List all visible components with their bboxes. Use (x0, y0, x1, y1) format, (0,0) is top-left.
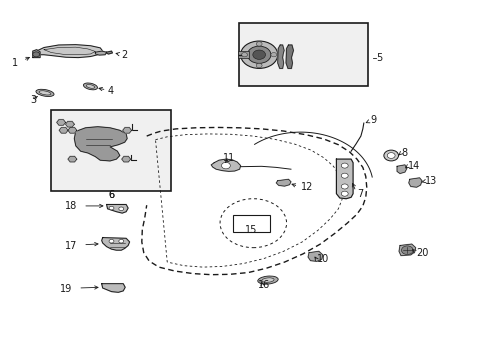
Ellipse shape (257, 276, 278, 284)
Polygon shape (122, 127, 131, 133)
Ellipse shape (39, 91, 51, 95)
Text: 18: 18 (65, 201, 77, 211)
Polygon shape (211, 159, 240, 171)
Polygon shape (59, 127, 68, 133)
FancyBboxPatch shape (238, 51, 248, 58)
Circle shape (252, 50, 265, 59)
Text: 12: 12 (300, 182, 312, 192)
Circle shape (341, 173, 347, 178)
Text: 11: 11 (222, 153, 234, 163)
Text: 2: 2 (121, 50, 127, 60)
Text: 17: 17 (65, 240, 77, 251)
Polygon shape (285, 45, 293, 68)
Polygon shape (122, 156, 130, 162)
Circle shape (247, 46, 270, 63)
Polygon shape (74, 127, 127, 161)
FancyBboxPatch shape (232, 215, 269, 232)
Text: 8: 8 (400, 148, 407, 158)
Ellipse shape (86, 85, 95, 88)
Text: 20: 20 (416, 248, 428, 258)
Circle shape (119, 207, 123, 211)
Circle shape (341, 191, 347, 196)
Polygon shape (106, 51, 112, 54)
Polygon shape (276, 179, 290, 186)
Polygon shape (106, 204, 128, 213)
Circle shape (119, 239, 123, 243)
Text: 1: 1 (12, 58, 18, 68)
Polygon shape (277, 45, 284, 68)
Circle shape (401, 246, 412, 255)
Polygon shape (307, 251, 322, 261)
Polygon shape (33, 50, 40, 58)
FancyBboxPatch shape (238, 23, 367, 86)
Text: 4: 4 (107, 86, 114, 96)
Polygon shape (398, 244, 415, 256)
Text: 9: 9 (370, 114, 376, 125)
Polygon shape (68, 127, 77, 133)
Polygon shape (57, 120, 65, 125)
Circle shape (109, 239, 114, 243)
Polygon shape (102, 238, 129, 250)
Circle shape (386, 153, 394, 158)
Polygon shape (336, 159, 352, 199)
Circle shape (383, 150, 398, 161)
Circle shape (241, 53, 247, 57)
Text: 5: 5 (376, 53, 382, 63)
Text: 10: 10 (316, 254, 328, 264)
Polygon shape (95, 51, 106, 55)
Polygon shape (396, 165, 406, 174)
Circle shape (221, 162, 230, 169)
Polygon shape (68, 156, 77, 162)
Text: 3: 3 (30, 95, 36, 105)
Circle shape (270, 53, 276, 57)
Polygon shape (34, 45, 102, 58)
Text: 7: 7 (356, 189, 363, 199)
Ellipse shape (262, 278, 273, 282)
Polygon shape (408, 178, 421, 187)
Text: 14: 14 (407, 161, 420, 171)
Text: 6: 6 (108, 190, 114, 200)
Ellipse shape (83, 83, 97, 90)
Ellipse shape (36, 89, 54, 96)
Text: 6: 6 (108, 190, 114, 200)
Text: 15: 15 (244, 225, 257, 235)
Circle shape (33, 52, 40, 57)
Text: 16: 16 (258, 280, 270, 290)
Polygon shape (102, 284, 125, 292)
Circle shape (341, 184, 347, 189)
Text: 13: 13 (425, 176, 437, 186)
Polygon shape (65, 121, 74, 127)
Text: 19: 19 (60, 284, 72, 294)
Circle shape (256, 42, 262, 46)
Circle shape (240, 41, 277, 68)
FancyBboxPatch shape (51, 110, 171, 191)
Circle shape (109, 206, 114, 210)
Circle shape (341, 163, 347, 168)
Circle shape (256, 63, 262, 68)
